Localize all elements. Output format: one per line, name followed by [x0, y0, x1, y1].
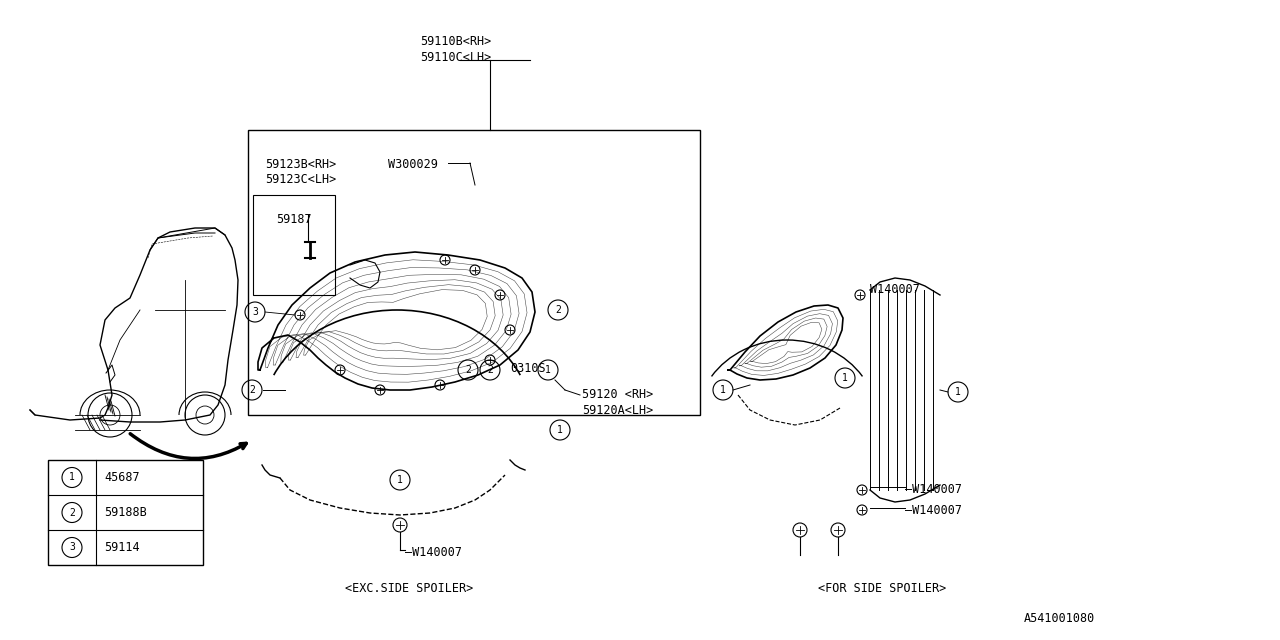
Text: <FOR SIDE SPOILER>: <FOR SIDE SPOILER>	[818, 582, 946, 595]
Bar	[248, 130, 700, 415]
Bar	[253, 195, 335, 295]
Text: 2: 2	[69, 508, 76, 518]
Bar	[49, 460, 204, 565]
Text: ―W140007: ―W140007	[404, 546, 462, 559]
Text: 2: 2	[465, 365, 471, 375]
Text: 1: 1	[397, 475, 403, 485]
Text: 59123B<RH>: 59123B<RH>	[265, 158, 337, 171]
Text: W140007: W140007	[870, 283, 920, 296]
Text: 1: 1	[842, 373, 847, 383]
Text: 2: 2	[250, 385, 255, 395]
Text: 59114: 59114	[104, 541, 140, 554]
Text: ―W140007: ―W140007	[905, 483, 963, 496]
Text: 59188B: 59188B	[104, 506, 147, 519]
Text: 1: 1	[721, 385, 726, 395]
Text: 3: 3	[69, 543, 76, 552]
Text: 59120A<LH>: 59120A<LH>	[582, 404, 653, 417]
Text: 59110B<RH>: 59110B<RH>	[420, 35, 492, 48]
Text: 59120 <RH>: 59120 <RH>	[582, 388, 653, 401]
Text: 59123C<LH>: 59123C<LH>	[265, 173, 337, 186]
Text: <EXC.SIDE SPOILER>: <EXC.SIDE SPOILER>	[346, 582, 474, 595]
Text: 3: 3	[252, 307, 259, 317]
Text: W300029: W300029	[388, 158, 438, 171]
Text: 0310S: 0310S	[509, 362, 545, 375]
Text: 45687: 45687	[104, 471, 140, 484]
Text: 1: 1	[69, 472, 76, 483]
Text: 1: 1	[545, 365, 550, 375]
Text: 2: 2	[556, 305, 561, 315]
Text: 1: 1	[557, 425, 563, 435]
Text: A541001080: A541001080	[1024, 612, 1094, 625]
Text: ―W140007: ―W140007	[905, 504, 963, 517]
Text: 59110C<LH>: 59110C<LH>	[420, 51, 492, 64]
Text: 59187: 59187	[276, 213, 311, 226]
Text: 1: 1	[955, 387, 961, 397]
Text: 2: 2	[488, 365, 493, 375]
